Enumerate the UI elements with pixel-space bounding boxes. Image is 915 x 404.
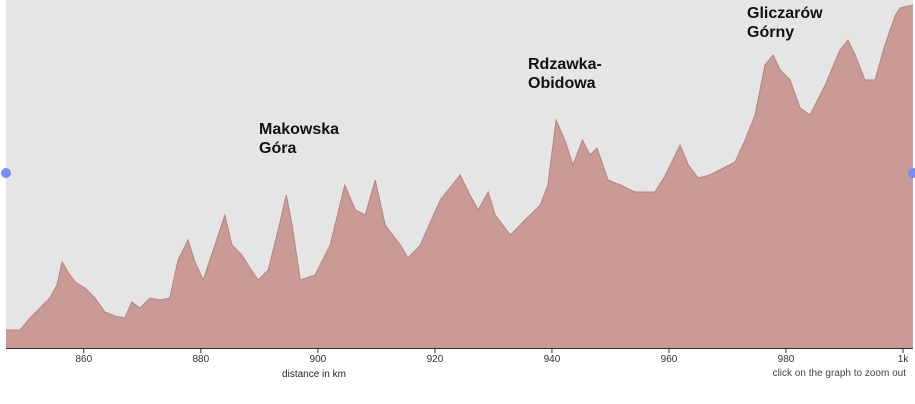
x-tick-label: 960 bbox=[661, 354, 678, 365]
peak-label: Górny bbox=[747, 24, 794, 41]
peak-label: Makowska bbox=[259, 121, 339, 138]
peak-label: Rdzawka- bbox=[528, 56, 602, 73]
peak-label: Gliczarów bbox=[747, 5, 823, 22]
x-tick-label: 920 bbox=[427, 354, 444, 365]
x-tick-label: 980 bbox=[778, 354, 795, 365]
zoom-note: click on the graph to zoom out bbox=[773, 368, 907, 379]
area-layer bbox=[6, 4, 914, 348]
x-tick-label: 900 bbox=[310, 354, 327, 365]
elevation-line bbox=[6, 4, 914, 331]
x-tick-label: 1k bbox=[898, 354, 910, 365]
range-handle-left[interactable] bbox=[1, 168, 11, 178]
peak-label: Obidowa bbox=[528, 75, 596, 92]
x-tick-label: 880 bbox=[193, 354, 210, 365]
x-axis-label: distance in km bbox=[282, 369, 346, 380]
x-tick-label: 940 bbox=[544, 354, 561, 365]
peak-label: Góra bbox=[259, 140, 296, 157]
range-handle-right[interactable] bbox=[908, 168, 915, 178]
x-tick-label: 860 bbox=[75, 354, 92, 365]
